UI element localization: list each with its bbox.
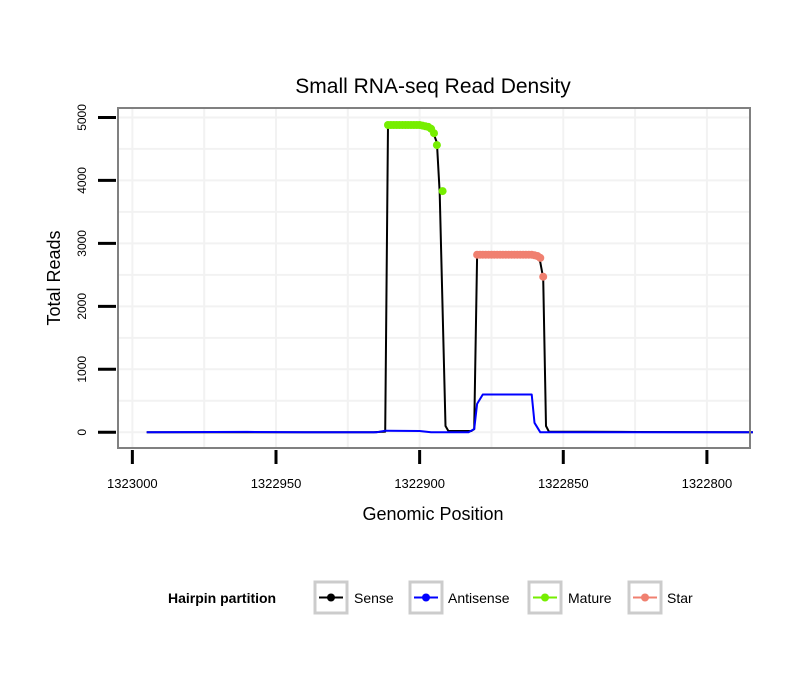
data-point-mature <box>438 187 447 196</box>
data-point-mature <box>432 141 441 150</box>
data-point-star <box>539 272 548 281</box>
plot-border <box>117 107 751 449</box>
series-line-sense <box>146 124 753 434</box>
legend-label-star: Star <box>667 590 693 606</box>
y-tick-label: 3000 <box>75 230 89 257</box>
y-tick-label: 5000 <box>75 104 89 131</box>
y-tick-label: 0 <box>75 429 89 436</box>
data-point-mature <box>430 129 438 138</box>
x-axis: 1323000 1322950 1322900 1322850 1322800 <box>107 450 732 491</box>
legend-keys <box>313 580 663 615</box>
x-tick-label: 1322850 <box>538 476 589 491</box>
legend-key-dot-antisense <box>422 593 430 602</box>
data-point-star <box>536 253 545 262</box>
legend-key-dot-sense <box>327 593 335 602</box>
x-tick-label: 1323000 <box>107 476 158 491</box>
plot-panel <box>118 108 750 448</box>
x-tick-label: 1322950 <box>251 476 302 491</box>
legend-label-sense: Sense <box>354 590 394 606</box>
legend-key-dot-mature <box>541 593 549 602</box>
y-tick-label: 2000 <box>75 293 89 320</box>
y-axis: 0 1000 2000 3000 4000 5000 <box>75 104 116 436</box>
legend-key-dot-star <box>641 593 649 602</box>
chart-title: Small RNA-seq Read Density <box>295 75 571 98</box>
y-axis-label: Total Reads <box>44 230 64 325</box>
y-tick-label: 1000 <box>75 356 89 383</box>
x-tick-label: 1322900 <box>394 476 445 491</box>
legend: Hairpin partition Sense Antisense Mature… <box>168 580 693 615</box>
x-axis-label: Genomic Position <box>362 504 503 524</box>
series-layer <box>146 121 753 434</box>
legend-label-antisense: Antisense <box>448 590 510 606</box>
x-tick-label: 1322800 <box>682 476 733 491</box>
legend-label-mature: Mature <box>568 590 612 606</box>
series-line-antisense <box>146 393 753 434</box>
y-tick-label: 4000 <box>75 167 89 194</box>
legend-title: Hairpin partition <box>168 590 276 606</box>
